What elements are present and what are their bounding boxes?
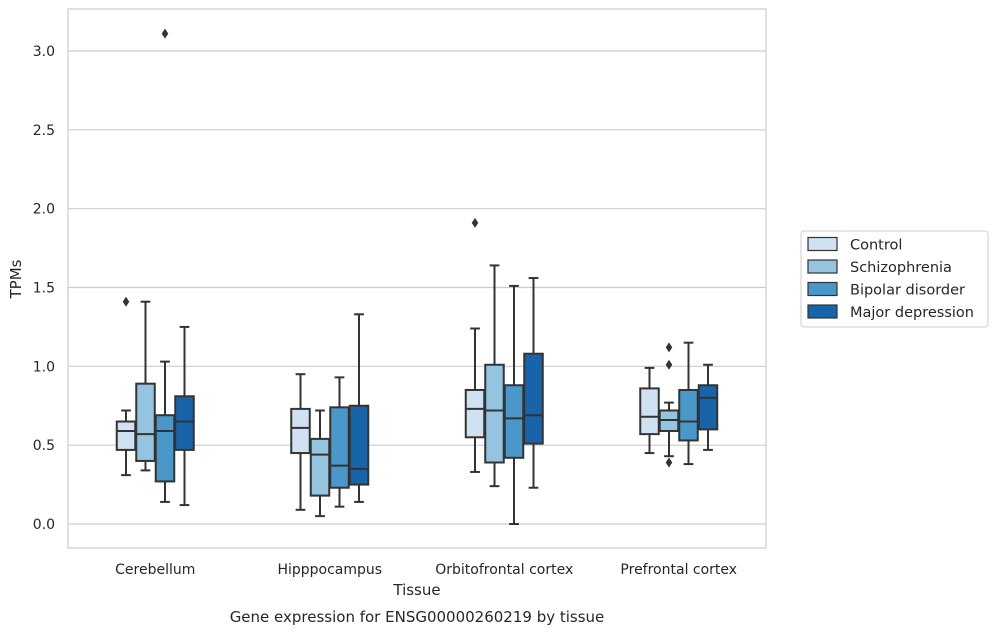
legend-swatch — [807, 236, 838, 252]
y-tick-label: 2.5 — [33, 123, 55, 139]
legend-label: Control — [850, 238, 902, 254]
outlier-point — [665, 342, 673, 353]
box-schizophrenia — [135, 300, 156, 472]
box-iqr — [503, 384, 525, 459]
y-tick-labels: 0.0 0.5 1.0 1.5 2.0 2.5 3.0 — [33, 44, 55, 533]
box-bipolar-disorder — [154, 28, 176, 503]
box-control — [639, 366, 660, 455]
legend-label: Bipolar disorder — [850, 283, 965, 299]
box-iqr — [115, 420, 137, 451]
x-tick-label: Cerebellum — [115, 562, 195, 578]
box-schizophrenia — [658, 342, 680, 468]
y-tick-label: 1.0 — [33, 359, 55, 375]
legend-frame — [800, 230, 989, 328]
box-iqr — [329, 406, 350, 489]
box-major-depression — [697, 363, 719, 451]
legend-swatch — [807, 304, 838, 319]
boxes — [115, 28, 719, 525]
legend-swatch — [807, 259, 838, 274]
box-schizophrenia — [484, 264, 505, 488]
y-tick-label: 1.5 — [33, 281, 55, 297]
x-tick-label: Prefrontal cortex — [620, 562, 737, 578]
x-tick-labels: Cerebellum Hipppocampus Orbitofrontal cort… — [115, 562, 737, 578]
outlier-point — [122, 296, 130, 307]
box-bipolar-disorder — [329, 376, 350, 508]
box-iqr — [309, 437, 331, 497]
y-tick-label: 2.0 — [33, 202, 55, 218]
y-tick-label: 3.0 — [33, 44, 55, 60]
box-iqr — [678, 388, 699, 442]
outlier-point — [665, 359, 673, 370]
box-major-depression — [348, 313, 370, 503]
box-schizophrenia — [309, 409, 331, 518]
box-iqr — [697, 384, 719, 431]
box-iqr — [135, 382, 156, 462]
x-tick-label: Orbitofrontal cortex — [435, 562, 573, 578]
box-major-depression — [523, 277, 544, 489]
box-control — [115, 296, 137, 477]
outlier-point — [471, 217, 479, 228]
legend-label: Major depression — [850, 305, 974, 321]
legend-swatch — [807, 281, 838, 297]
y-tick-label: 0.0 — [33, 517, 55, 533]
y-tick-label: 0.5 — [33, 438, 55, 454]
outlier-point — [665, 457, 673, 468]
box-iqr — [154, 414, 176, 483]
box-iqr — [348, 404, 370, 486]
box-iqr — [639, 387, 660, 436]
x-tick-label: Hipppocampus — [277, 562, 382, 578]
box-bipolar-disorder — [503, 284, 525, 525]
box-iqr — [484, 363, 505, 464]
plot-frame — [67, 8, 767, 549]
chart-caption: Gene expression for ENSG00000260219 by t… — [230, 608, 605, 626]
y-axis-label: TPMs — [7, 259, 25, 299]
box-bipolar-disorder — [678, 341, 699, 466]
box-iqr — [174, 395, 195, 451]
box-iqr — [290, 407, 311, 455]
legend: Control Schizophrenia Bipolar disorder Majo… — [800, 230, 989, 328]
x-axis-label: Tissue — [392, 581, 440, 599]
box-iqr — [464, 388, 486, 439]
box-control — [464, 217, 486, 473]
outlier-point — [161, 28, 169, 39]
box-major-depression — [174, 325, 195, 507]
box-control — [290, 373, 311, 511]
box-iqr — [523, 352, 544, 445]
legend-label: Schizophrenia — [850, 260, 952, 276]
